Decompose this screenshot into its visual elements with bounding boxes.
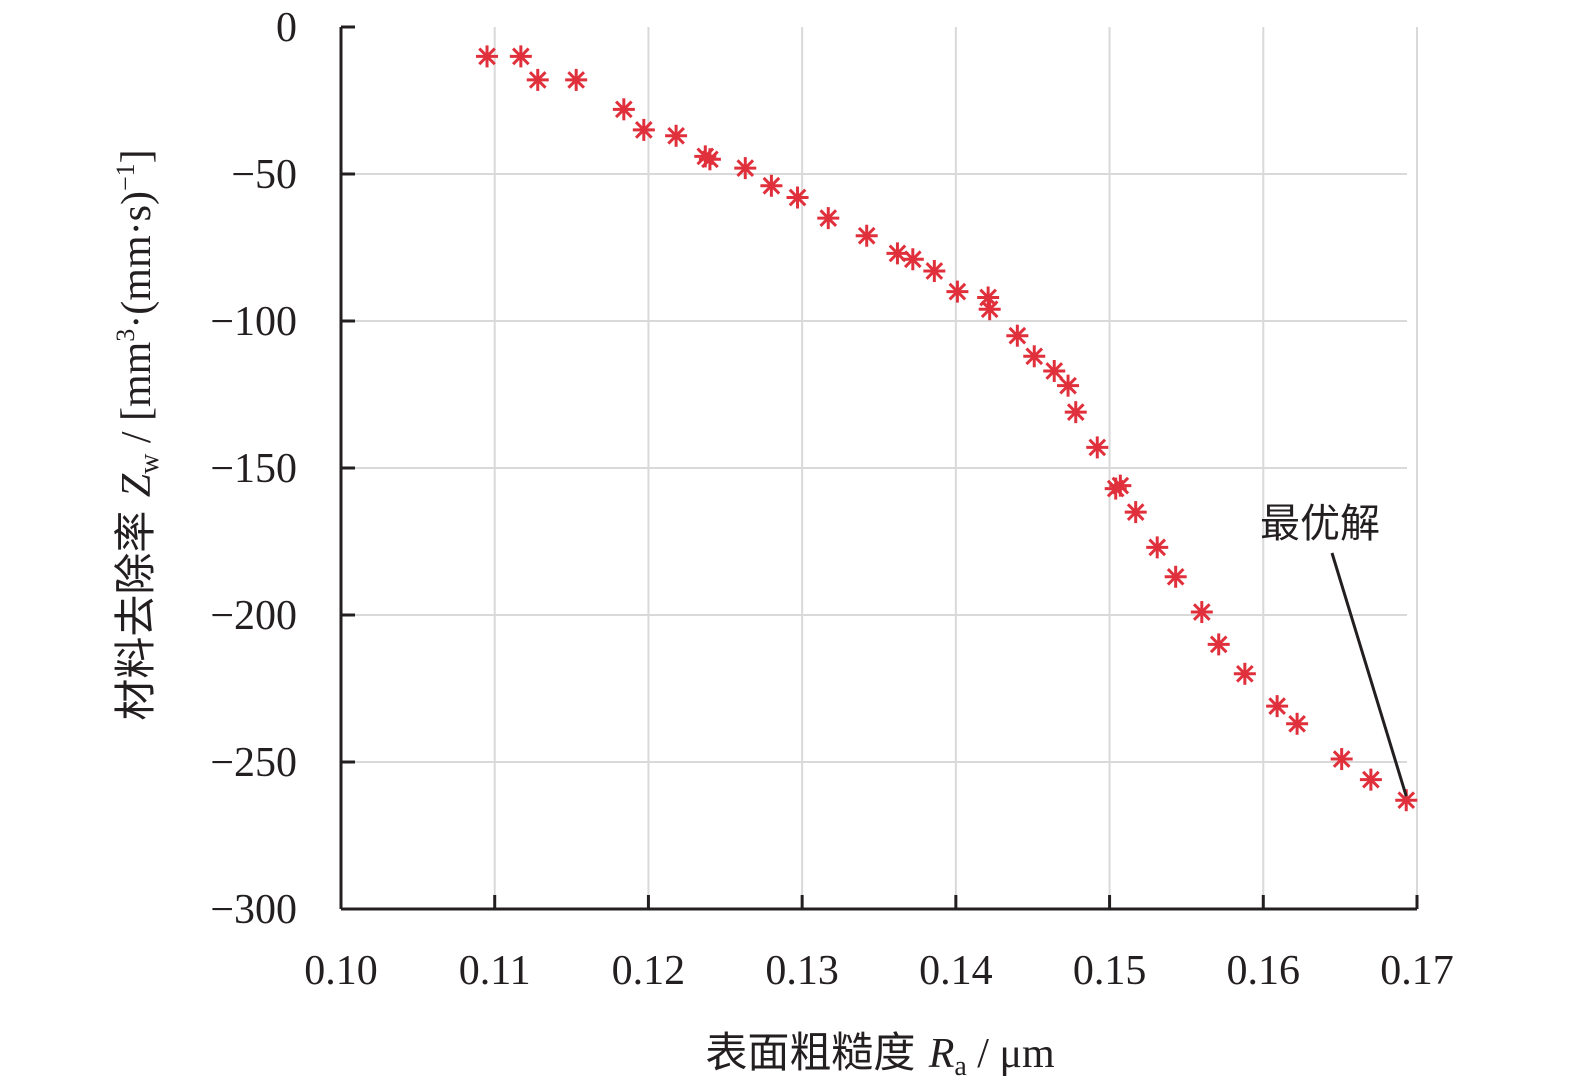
x-tick-labels: 0.10 0.11 0.12 0.13 0.14 0.15 0.16 0.17 <box>304 948 1454 994</box>
x-tick-label: 0.12 <box>612 948 686 994</box>
data-point <box>1233 662 1256 685</box>
data-point <box>1164 565 1187 588</box>
data-point <box>1359 768 1382 791</box>
data-point <box>632 118 655 141</box>
data-point <box>786 186 809 209</box>
x-tick-label: 0.13 <box>765 948 839 994</box>
data-point <box>946 280 969 303</box>
data-point <box>1207 633 1230 656</box>
data-point <box>612 98 635 121</box>
y-tick-labels: 0 −50 −100 −150 −200 −250 −300 <box>210 5 297 933</box>
y-tick-label: −300 <box>210 887 297 933</box>
y-axis-title-main: 材料去除率 <box>111 497 160 720</box>
data-point <box>1266 695 1289 718</box>
data-point <box>509 45 532 68</box>
x-axis-title-sub: a <box>954 1051 967 1082</box>
data-point <box>1057 374 1080 397</box>
data-point <box>1146 536 1169 559</box>
x-axis-title: 表面粗糙度 Ra / μm <box>705 1028 1055 1082</box>
y-axis-title-sup2: −1 <box>111 163 140 191</box>
x-tick-label: 0.10 <box>304 948 378 994</box>
data-point <box>734 157 757 180</box>
y-tick-label: −150 <box>210 446 297 492</box>
data-point <box>1023 345 1046 368</box>
y-tick-label: −250 <box>210 740 297 786</box>
data-point <box>1109 474 1132 497</box>
y-axis-title-sup1: 3 <box>111 329 140 342</box>
data-point <box>1006 324 1029 347</box>
data-point <box>817 207 840 230</box>
x-axis-title-symbol: R <box>928 1031 955 1077</box>
data-point <box>886 242 909 265</box>
data-point <box>526 68 549 91</box>
y-axis-title-unit-c: ] <box>114 149 160 163</box>
x-tick-label: 0.14 <box>919 948 993 994</box>
data-point <box>698 148 721 171</box>
data-point <box>901 248 924 271</box>
y-axis-title-unit-a: / [mm <box>114 341 160 453</box>
data-point <box>1043 359 1066 382</box>
x-axis-title-main: 表面粗糙度 <box>705 1028 928 1077</box>
y-axis-title-sub: w <box>134 453 165 474</box>
y-axis-title: 材料去除率 Zw / [mm3·(mm·s)−1] <box>111 149 165 720</box>
x-axis-title-unit: / μm <box>967 1031 1055 1077</box>
x-tick-label: 0.15 <box>1073 948 1147 994</box>
data-point <box>565 68 588 91</box>
axes <box>339 25 1419 911</box>
data-point <box>1086 436 1109 459</box>
data-point <box>476 45 499 68</box>
y-tick-label: −200 <box>210 593 297 639</box>
grid-lines <box>341 27 1418 909</box>
optimal-solution-annotation: 最优解 <box>1260 501 1408 797</box>
x-tick-label: 0.17 <box>1380 948 1454 994</box>
data-point <box>1190 601 1213 624</box>
data-point <box>760 174 783 197</box>
data-point <box>1064 401 1087 424</box>
y-axis-title-unit-b: ·(mm·s) <box>114 191 160 329</box>
data-points <box>476 45 1418 812</box>
x-tick-label: 0.16 <box>1227 948 1301 994</box>
data-point <box>923 260 946 283</box>
data-point <box>1286 712 1309 735</box>
y-axis-title-symbol: Z <box>114 473 160 497</box>
data-point <box>1330 748 1353 771</box>
annotation-leader-line <box>1330 552 1408 797</box>
data-point <box>1124 501 1147 524</box>
data-point <box>855 224 878 247</box>
y-tick-label: −50 <box>231 152 297 198</box>
annotation-label: 最优解 <box>1260 501 1380 547</box>
y-tick-label: 0 <box>276 5 297 51</box>
x-tick-label: 0.11 <box>459 948 531 994</box>
data-point <box>978 298 1001 321</box>
y-tick-label: −100 <box>210 299 297 345</box>
data-point <box>665 124 688 147</box>
